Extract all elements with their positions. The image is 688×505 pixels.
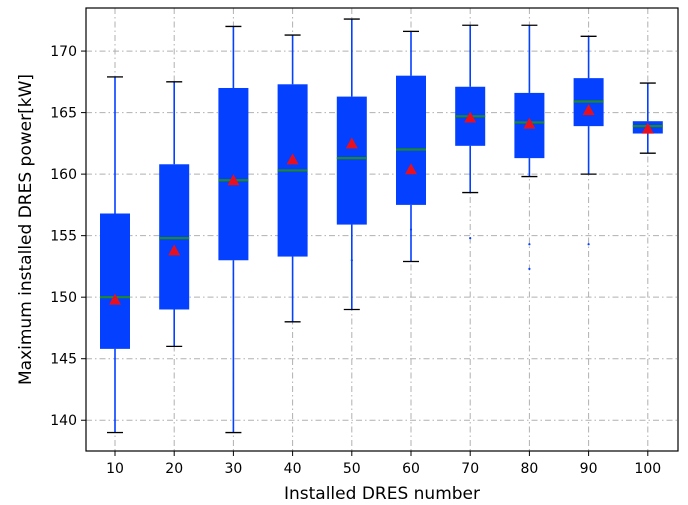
box-80 (514, 24, 545, 270)
x-tick-label: 50 (343, 461, 361, 477)
axis-ticks: 140 145 150 155 160 165 170 10 20 30 40 50 60 70 80 90 1… (50, 44, 661, 477)
mean-marker (523, 117, 536, 129)
box-40 (277, 34, 308, 323)
y-tick-label: 150 (50, 290, 77, 306)
x-tick-label: 70 (461, 461, 479, 477)
plot-frame (85, 7, 679, 452)
box-body (218, 87, 249, 261)
outlier-point (528, 243, 531, 246)
outlier-point (587, 243, 590, 246)
mean-marker (464, 111, 477, 123)
box-90 (573, 35, 604, 246)
y-tick-label: 140 (50, 413, 77, 429)
x-axis-label: Installed DRES number (284, 484, 480, 504)
mean-marker (641, 122, 654, 134)
x-tick-label: 40 (284, 461, 302, 477)
outlier-point (469, 237, 472, 240)
box-series (100, 18, 663, 434)
x-tick-label: 80 (520, 461, 538, 477)
outlier-point (350, 259, 353, 262)
y-tick-label: 160 (50, 167, 77, 183)
y-axis-label: Maximum installed DRES power[kW] (16, 74, 36, 385)
y-tick-label: 165 (50, 106, 77, 122)
x-tick-label: 60 (402, 461, 420, 477)
mean-marker (227, 174, 240, 186)
box-70 (455, 24, 486, 240)
x-tick-label: 90 (580, 461, 598, 477)
mean-marker (405, 163, 417, 175)
box-20 (159, 81, 190, 348)
y-tick-label: 155 (50, 229, 77, 245)
y-tick-label: 145 (50, 352, 77, 368)
mean-marker (109, 293, 121, 305)
y-tick-label: 170 (50, 44, 77, 60)
box-50 (336, 18, 367, 311)
box-body (396, 75, 426, 205)
mean-marker (345, 137, 358, 149)
x-tick-label: 30 (224, 461, 242, 477)
mean-marker (168, 244, 181, 256)
x-tick-label: 100 (634, 461, 661, 477)
box-60 (396, 30, 426, 263)
box-30 (218, 25, 249, 434)
outlier-point (409, 228, 413, 231)
mean-marker (286, 153, 299, 165)
x-tick-label: 10 (106, 461, 124, 477)
box-body (100, 213, 130, 349)
box-body (336, 96, 367, 225)
box-body (159, 164, 190, 310)
x-tick-label: 20 (165, 461, 183, 477)
mean-marker (582, 104, 595, 116)
box-10 (100, 76, 130, 434)
box-100 (632, 82, 663, 154)
outlier-point (528, 267, 531, 270)
